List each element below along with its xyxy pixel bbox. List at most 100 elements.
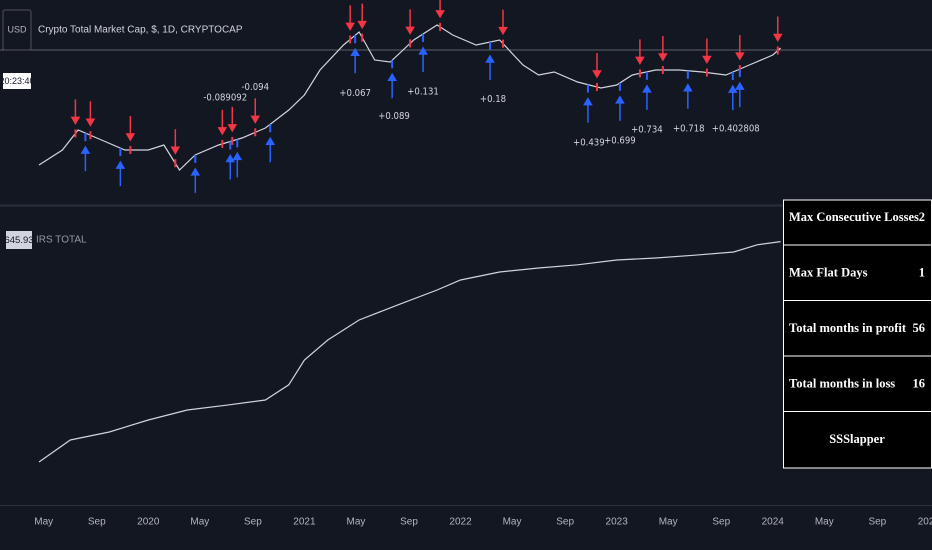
buy-mark	[84, 133, 87, 142]
sell-arrow	[702, 38, 712, 65]
trade-label: +0.734	[631, 124, 663, 135]
buy-mark	[686, 70, 689, 79]
buy-mark	[731, 72, 734, 81]
x-tick-label: Sep	[868, 517, 886, 528]
buy-arrow	[387, 72, 397, 99]
sell-mark	[409, 39, 412, 48]
x-tick-label: 2023	[606, 517, 629, 528]
x-tick-label: May	[34, 517, 53, 528]
symbol-title: Crypto Total Market Cap, $, 1D, CRYPTOCA…	[38, 25, 243, 36]
buy-arrow	[265, 136, 276, 163]
x-tick-label: Sep	[88, 517, 106, 528]
last-value-box	[6, 231, 32, 249]
sell-arrow	[635, 39, 645, 65]
sell-mark	[595, 82, 598, 91]
currency: USD	[7, 24, 27, 34]
buy-arrow	[190, 167, 201, 193]
buy-arrow	[418, 46, 428, 72]
sell-arrow	[345, 5, 355, 31]
sell-mark	[501, 39, 504, 48]
trade-label: +0.131	[407, 87, 439, 98]
buy-mark	[586, 84, 589, 93]
trade-label: +0.18	[480, 94, 506, 105]
sell-arrow	[735, 35, 745, 61]
x-tick-label: May	[503, 517, 522, 528]
sell-mark	[638, 69, 641, 78]
stat-label: Max Consecutive Losses	[789, 210, 919, 224]
sell-mark	[705, 68, 708, 77]
buy-arrow	[683, 83, 693, 109]
buy-mark	[229, 141, 232, 150]
x-tick-label: 2025	[918, 517, 932, 528]
sell-mark	[129, 146, 132, 154]
sell-mark	[221, 139, 224, 148]
stat-value: 1	[919, 265, 925, 279]
stat-label: Max Flat Days	[789, 265, 868, 279]
buy-arrow	[642, 84, 652, 110]
sell-arrow	[125, 116, 136, 142]
table-footer: SSSlapper	[829, 432, 885, 446]
sell-mark	[776, 46, 779, 55]
buy-mark	[489, 42, 492, 51]
sell-arrow	[772, 16, 783, 43]
sell-arrow	[498, 9, 508, 36]
buy-arrow	[583, 97, 593, 123]
sell-arrow	[250, 98, 261, 124]
sell-arrow	[435, 0, 445, 19]
buy-mark	[738, 69, 741, 78]
sell-mark	[231, 136, 234, 145]
buy-arrow	[115, 160, 126, 187]
trade-label: -0.094	[241, 82, 269, 93]
sell-mark	[254, 128, 257, 137]
trade-label: +0.439	[573, 137, 605, 148]
last-value: 645.93	[4, 235, 33, 246]
buy-arrow	[225, 154, 236, 180]
trade-label: +0.718	[673, 123, 705, 134]
stat-value: 16	[913, 376, 926, 390]
buy-mark	[354, 35, 357, 44]
sell-mark	[349, 35, 352, 44]
sell-arrow	[592, 52, 602, 79]
x-tick-label: Sep	[556, 517, 574, 528]
sell-arrow	[217, 109, 228, 136]
buy-mark	[391, 60, 394, 69]
time-box	[3, 73, 31, 89]
x-tick-label: Sep	[712, 517, 730, 528]
sell-arrow	[85, 101, 96, 127]
sell-arrow	[227, 106, 238, 133]
time: 20:23:40	[0, 76, 35, 86]
indicator-title: IRS TOTAL	[36, 235, 87, 246]
currency-box[interactable]	[2, 9, 32, 51]
trade-label: -0.089092	[203, 92, 247, 103]
trade-label: +0.699	[604, 135, 636, 146]
x-tick-label: Sep	[400, 517, 418, 528]
buy-arrow	[232, 151, 243, 178]
sell-arrow	[658, 36, 668, 62]
x-tick-label: 2021	[293, 517, 316, 528]
buy-mark	[119, 148, 122, 157]
stat-label: Total months in loss	[789, 376, 895, 390]
buy-arrow	[735, 81, 745, 108]
stat-value: 56	[913, 321, 926, 335]
trade-label: +0.402808	[712, 123, 760, 134]
sell-mark	[74, 129, 77, 138]
x-tick-label: May	[815, 517, 834, 528]
buy-mark	[194, 154, 197, 163]
buy-mark	[269, 124, 272, 133]
stats-table: Max Consecutive Losses 2 Max Flat Days 1 Tot…	[783, 199, 932, 469]
x-tick-label: May	[346, 517, 365, 528]
line-series	[38, 241, 781, 463]
x-tick-label: 2022	[449, 517, 472, 528]
trade-label: +0.089	[378, 111, 410, 122]
stat-value: 2	[919, 210, 925, 224]
sell-arrow	[357, 3, 367, 30]
sell-arrow	[170, 129, 181, 155]
buy-mark	[645, 71, 648, 80]
sell-mark	[361, 33, 364, 42]
buy-arrow	[727, 84, 738, 111]
sell-mark	[439, 22, 442, 31]
sell-mark	[661, 66, 664, 74]
line-series	[38, 24, 782, 171]
